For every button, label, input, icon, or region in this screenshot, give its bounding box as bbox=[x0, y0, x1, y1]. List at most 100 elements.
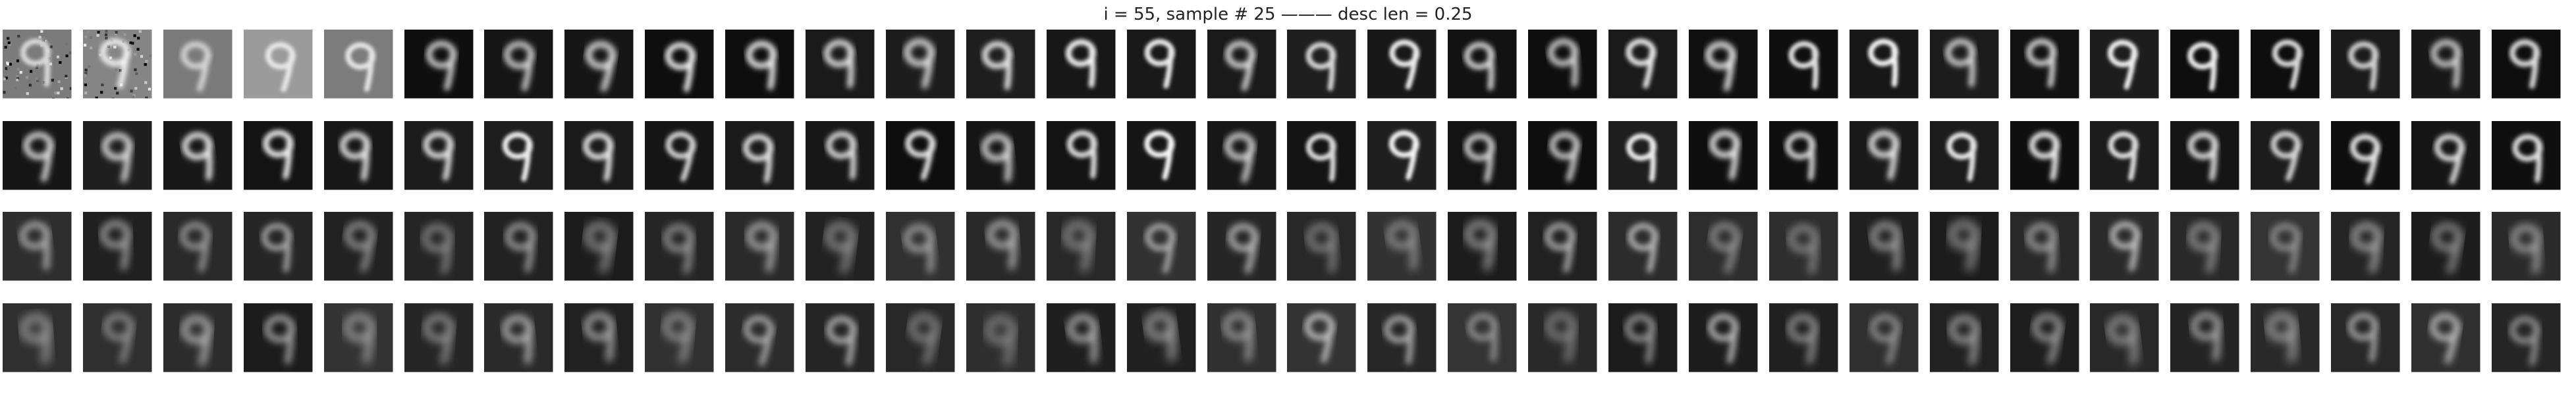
digit-reconstruction bbox=[3, 212, 72, 281]
sample-tile bbox=[484, 120, 553, 189]
digit-reconstruction bbox=[1849, 120, 1919, 189]
sample-tile bbox=[2491, 303, 2561, 372]
digit-reconstruction bbox=[564, 120, 634, 189]
digit-reconstruction bbox=[404, 120, 473, 189]
digit-reconstruction bbox=[2491, 212, 2561, 281]
sample-tile bbox=[885, 30, 955, 99]
sample-tile bbox=[2010, 212, 2079, 281]
digit-reconstruction bbox=[82, 303, 152, 372]
digit-reconstruction bbox=[725, 303, 794, 372]
digit-reconstruction bbox=[2411, 212, 2480, 281]
sample-tile bbox=[1608, 120, 1678, 189]
sample-tile bbox=[243, 303, 313, 372]
sample-tile bbox=[82, 303, 152, 372]
digit-reconstruction bbox=[2170, 30, 2239, 99]
digit-reconstruction bbox=[2170, 303, 2239, 372]
sample-tile bbox=[1608, 30, 1678, 99]
digit-reconstruction bbox=[2331, 120, 2400, 189]
sample-tile bbox=[725, 212, 794, 281]
sample-tile bbox=[1768, 120, 1838, 189]
digit-reconstruction bbox=[1126, 212, 1196, 281]
sample-tile bbox=[3, 212, 72, 281]
digit-reconstruction bbox=[1207, 212, 1276, 281]
sample-tile bbox=[1688, 30, 1758, 99]
digit-reconstruction bbox=[404, 212, 473, 281]
digit-reconstruction bbox=[966, 30, 1035, 99]
digit-reconstruction bbox=[1929, 212, 1999, 281]
digit-reconstruction bbox=[163, 30, 233, 99]
digit-reconstruction bbox=[1768, 303, 1838, 372]
digit-reconstruction bbox=[1688, 120, 1758, 189]
sample-tile bbox=[725, 303, 794, 372]
digit-reconstruction bbox=[2331, 303, 2400, 372]
digit-reconstruction bbox=[1448, 303, 1517, 372]
sample-tile bbox=[1528, 30, 1597, 99]
digit-reconstruction bbox=[2090, 30, 2159, 99]
sample-tile bbox=[1046, 212, 1116, 281]
sample-tile bbox=[645, 120, 714, 189]
sample-tile bbox=[82, 120, 152, 189]
sample-tile bbox=[725, 120, 794, 189]
sample-tile bbox=[2411, 212, 2480, 281]
digit-reconstruction bbox=[564, 212, 634, 281]
digit-reconstruction bbox=[3, 30, 72, 99]
sample-tile bbox=[966, 212, 1035, 281]
digit-reconstruction bbox=[2491, 120, 2561, 189]
sample-tile bbox=[2090, 303, 2159, 372]
digit-reconstruction bbox=[885, 303, 955, 372]
digit-reconstruction bbox=[1126, 30, 1196, 99]
sample-tile bbox=[2411, 303, 2480, 372]
digit-reconstruction bbox=[2170, 120, 2239, 189]
digit-reconstruction bbox=[1448, 30, 1517, 99]
sample-tile bbox=[1287, 120, 1356, 189]
sample-tile bbox=[82, 212, 152, 281]
digit-reconstruction bbox=[2010, 212, 2079, 281]
sample-tile bbox=[564, 30, 634, 99]
sample-tile bbox=[2251, 303, 2320, 372]
sample-tile bbox=[1768, 212, 1838, 281]
sample-tile bbox=[404, 120, 473, 189]
digit-reconstruction bbox=[323, 30, 393, 99]
digit-reconstruction bbox=[2010, 120, 2079, 189]
digit-reconstruction bbox=[2251, 303, 2320, 372]
sample-tile bbox=[1287, 30, 1356, 99]
digit-reconstruction bbox=[484, 120, 553, 189]
sample-tile bbox=[2251, 30, 2320, 99]
sample-tile bbox=[1126, 30, 1196, 99]
sample-tile bbox=[1207, 303, 1276, 372]
sample-tile bbox=[1448, 212, 1517, 281]
digit-reconstruction bbox=[645, 303, 714, 372]
digit-reconstruction bbox=[1688, 30, 1758, 99]
sample-tile bbox=[885, 303, 955, 372]
sample-tile bbox=[1367, 303, 1437, 372]
digit-reconstruction bbox=[2251, 212, 2320, 281]
digit-reconstruction bbox=[1849, 303, 1919, 372]
digit-reconstruction bbox=[484, 30, 553, 99]
sample-tile bbox=[323, 303, 393, 372]
digit-reconstruction bbox=[1287, 212, 1356, 281]
sample-tile bbox=[1448, 303, 1517, 372]
sample-tile bbox=[243, 212, 313, 281]
sample-tile bbox=[1849, 303, 1919, 372]
sample-tile bbox=[1046, 303, 1116, 372]
sample-tile bbox=[2010, 30, 2079, 99]
digit-reconstruction bbox=[1126, 303, 1196, 372]
sample-tile bbox=[3, 303, 72, 372]
digit-reconstruction bbox=[1287, 303, 1356, 372]
sample-tile bbox=[1528, 303, 1597, 372]
digit-reconstruction bbox=[1528, 120, 1597, 189]
sample-tile bbox=[564, 303, 634, 372]
digit-reconstruction bbox=[484, 303, 553, 372]
sample-tile bbox=[1929, 120, 1999, 189]
digit-reconstruction bbox=[2170, 212, 2239, 281]
digit-reconstruction bbox=[1046, 120, 1116, 189]
digit-reconstruction bbox=[806, 303, 875, 372]
digit-reconstruction bbox=[1287, 30, 1356, 99]
sample-tile bbox=[1367, 120, 1437, 189]
sample-tile bbox=[1367, 30, 1437, 99]
sample-tile bbox=[1688, 303, 1758, 372]
digit-reconstruction bbox=[163, 120, 233, 189]
sample-tile bbox=[1207, 212, 1276, 281]
digit-reconstruction bbox=[1367, 303, 1437, 372]
digit-reconstruction bbox=[1046, 212, 1116, 281]
